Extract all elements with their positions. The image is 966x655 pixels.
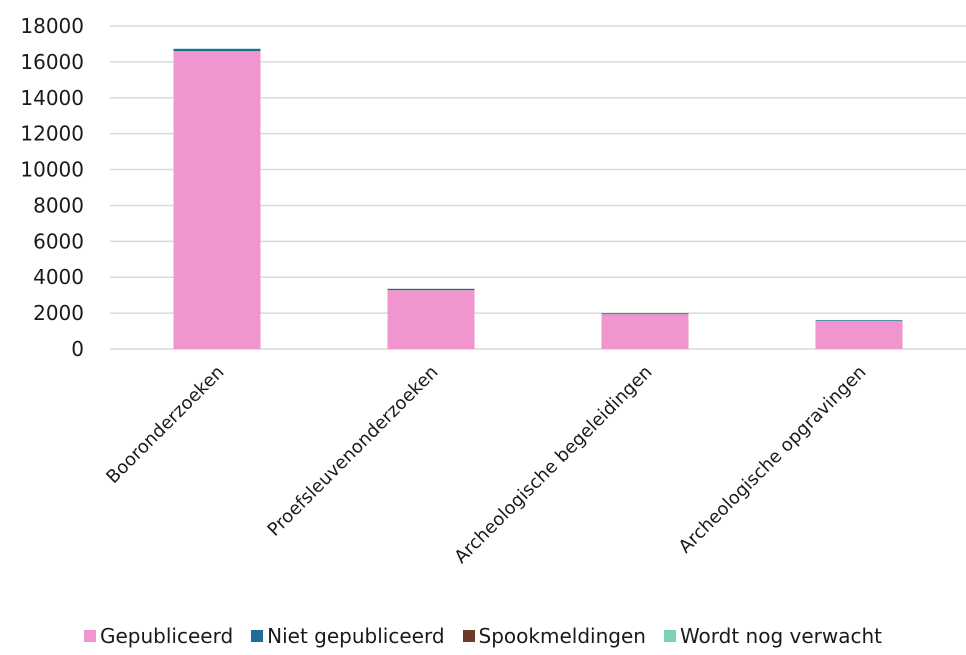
y-axis-ticks: 0 2000 4000 6000 8000 10000 12000 14000 16000 180…	[20, 14, 84, 361]
bar-segment	[601, 313, 689, 315]
x-category-label: Proefsleuvenonderzoeken	[264, 362, 443, 541]
y-tick-label: 0	[71, 337, 84, 361]
y-tick-label: 12000	[20, 122, 84, 146]
legend-swatch	[84, 630, 96, 642]
legend-swatch	[462, 630, 475, 642]
legend-swatch	[251, 630, 264, 642]
y-tick-label: 8000	[33, 193, 84, 217]
y-tick-label: 4000	[33, 265, 84, 289]
legend-item-spookmeldingen: Spookmeldingen	[462, 624, 646, 648]
bar-segment	[387, 290, 475, 349]
bar-segment	[815, 321, 903, 349]
y-tick-label: 16000	[20, 50, 84, 74]
bar-segment	[173, 48, 261, 52]
chart-svg: 0 2000 4000 6000 8000 10000 12000 14000 16000 180…	[20, 14, 966, 568]
bar-segment	[601, 314, 689, 349]
legend: Gepubliceerd Niet gepubliceerd Spookmeld…	[0, 624, 966, 648]
y-tick-label: 2000	[33, 301, 84, 325]
legend-label: Spookmeldingen	[478, 624, 646, 648]
legend-label: Niet gepubliceerd	[267, 624, 445, 648]
x-category-label: Booronderzoeken	[102, 362, 228, 488]
y-tick-label: 10000	[20, 158, 84, 182]
bar-segment	[815, 320, 903, 322]
bar-segment	[387, 288, 475, 291]
legend-item-wordt-nog-verwacht: Wordt nog verwacht	[663, 624, 882, 648]
legend-item-niet-gepubliceerd: Niet gepubliceerd	[251, 624, 445, 648]
y-tick-label: 14000	[20, 86, 84, 110]
legend-swatch	[663, 630, 676, 642]
x-category-label: Archeologische begeleidingen	[450, 362, 656, 568]
bar-segment	[173, 51, 261, 349]
bars	[173, 48, 903, 349]
legend-label: Gepubliceerd	[100, 624, 234, 648]
x-axis-labels: Booronderzoeken Proefsleuvenonderzoeken Ar…	[102, 362, 870, 568]
y-tick-label: 18000	[20, 14, 84, 38]
legend-item-gepubliceerd: Gepubliceerd	[84, 624, 233, 648]
x-category-label: Archeologische opgravingen	[675, 362, 871, 558]
y-tick-label: 6000	[33, 229, 84, 253]
legend-label: Wordt nog verwacht	[679, 624, 882, 648]
